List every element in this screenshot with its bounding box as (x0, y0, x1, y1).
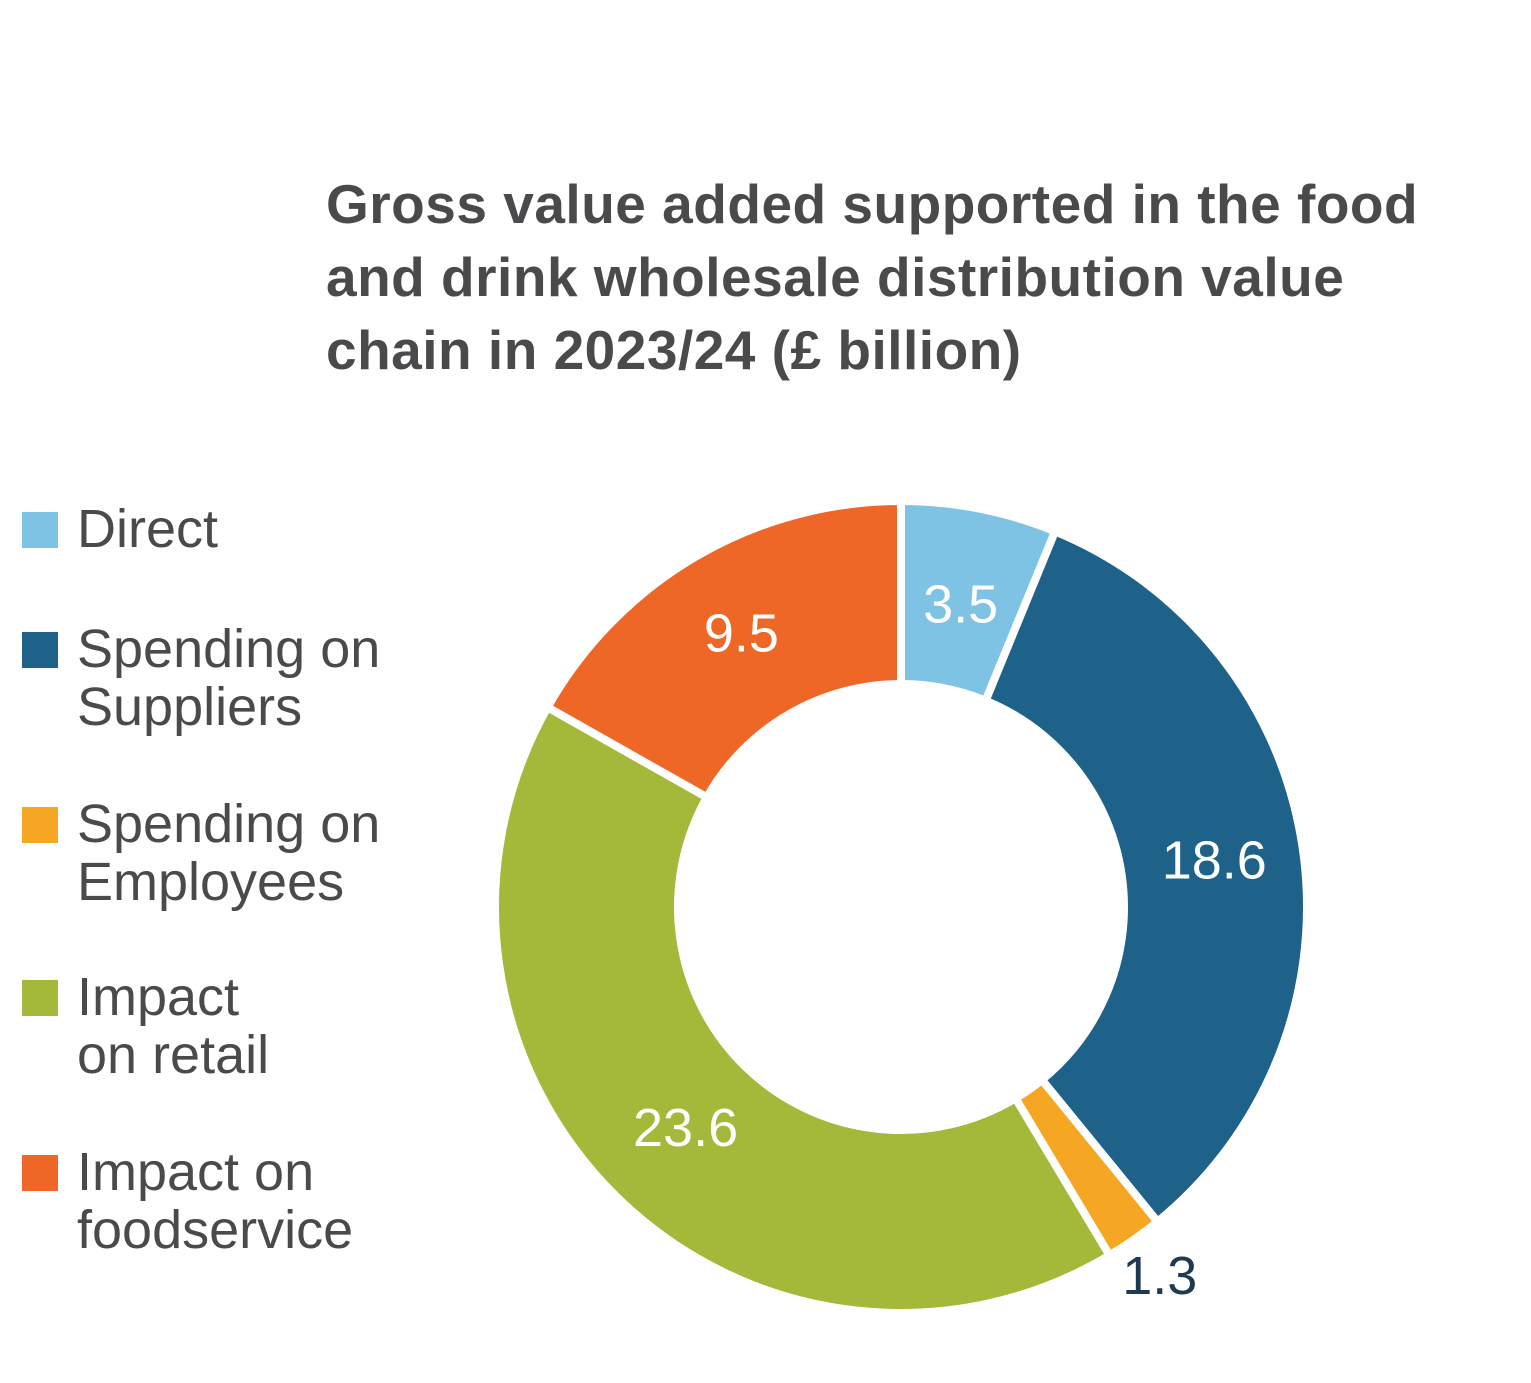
donut-slices (491, 496, 1311, 1317)
legend-swatch-impact-on-foodservice (22, 1155, 58, 1191)
legend-swatch-spending-on-suppliers (22, 632, 58, 668)
data-label-direct: 3.5 (923, 574, 998, 634)
legend-swatch-impact-on-retail (22, 980, 58, 1016)
data-label-impact-on-retail: 23.6 (633, 1098, 738, 1158)
legend-label-impact-on-retail: Impact on retail (77, 967, 270, 1085)
slice-spending-on-suppliers (980, 526, 1311, 1228)
legend-swatch-spending-on-employees (22, 807, 58, 843)
legend-label-spending-on-employees: Spending on Employees (77, 794, 381, 912)
legend-label-direct: Direct (77, 499, 219, 559)
slice-impact-on-foodservice (542, 496, 905, 803)
data-label-spending-on-employees: 1.3 (1122, 1246, 1197, 1306)
legend-label-spending-on-suppliers: Spending on Suppliers (77, 619, 381, 737)
chart-title: Gross value added supported in the food … (326, 168, 1506, 387)
legend-swatch-direct (22, 512, 58, 548)
data-label-spending-on-suppliers: 18.6 (1162, 831, 1267, 891)
data-label-impact-on-foodservice: 9.5 (704, 603, 779, 663)
slice-impact-on-retail (491, 701, 1115, 1317)
legend-label-impact-on-foodservice: Impact on foodservice (77, 1142, 354, 1260)
donut-labels: 3.5 18.6 1.3 23.6 9.5 (633, 574, 1267, 1306)
chart-title-line-1: Gross value added supported in the food (326, 173, 1419, 235)
chart-title-line-2: and drink wholesale distribution value (326, 246, 1345, 308)
chart-title-line-3: chain in 2023/24 (£ billion) (326, 319, 1022, 381)
